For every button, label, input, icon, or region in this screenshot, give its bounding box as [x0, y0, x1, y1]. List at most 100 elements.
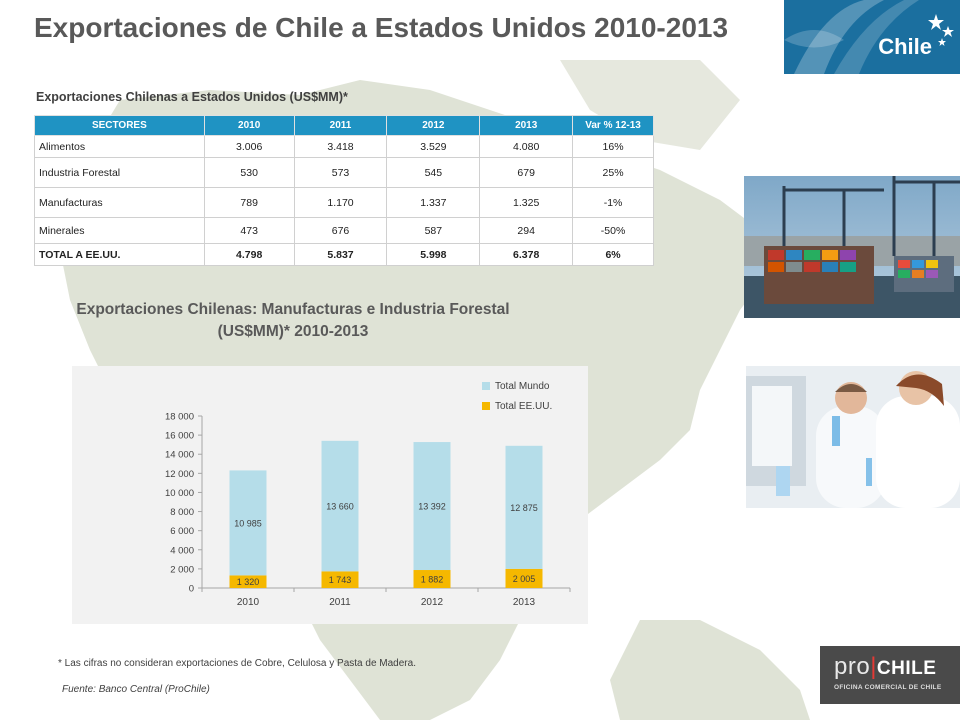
data-label-mundo: 12 875 [510, 503, 538, 513]
header-sectores: SECTORES [34, 115, 205, 136]
prochile-logo: pro|CHILE OFICINA COMERCIAL DE CHILE [820, 646, 960, 704]
bar-total-eeuu [413, 570, 451, 588]
footnote: * Las cifras no consideran exportaciones… [58, 658, 416, 669]
header-var: Var % 12-13 [572, 115, 654, 136]
prochile-logo-wordmark: pro|CHILE [834, 654, 936, 682]
x-tick-label: 2011 [329, 597, 351, 608]
table-row: Minerales 473 676 587 294 -50% [34, 217, 654, 244]
y-tick-label: 4 000 [170, 545, 194, 556]
cell-value: 5.998 [386, 243, 481, 266]
cell-value: 789 [203, 187, 295, 218]
cell-variation: 6% [572, 243, 654, 266]
x-tick-label: 2010 [237, 597, 260, 608]
data-label-eeuu: 1 743 [329, 575, 352, 585]
prochile-logo-separator: | [870, 653, 877, 680]
table-header-row: SECTORES 2010 2011 2012 2013 Var % 12-13 [34, 115, 654, 136]
y-tick-label: 14 000 [165, 450, 194, 461]
cell-value: 530 [203, 157, 295, 188]
legend-swatch-mundo [482, 382, 490, 390]
bar-total-eeuu [229, 575, 267, 588]
table-row: Alimentos 3.006 3.418 3.529 4.080 16% [34, 135, 654, 158]
y-tick-label: 12 000 [165, 469, 194, 480]
y-tick-label: 18 000 [165, 412, 194, 423]
chart-title-line1: Exportaciones Chilenas: Manufacturas e I… [76, 301, 510, 318]
table-row: Industria Forestal 530 573 545 679 25% [34, 157, 654, 188]
x-tick-label: 2013 [513, 597, 536, 608]
legend-label: Total EE.UU. [495, 400, 553, 412]
data-label-eeuu: 2 005 [513, 574, 536, 584]
cell-sector: Minerales [34, 217, 205, 244]
stacked-bar-chart: 0 2 000 4 000 6 000 8 000 10 000 12 000 14 000 1… [72, 366, 588, 624]
cell-sector: Industria Forestal [34, 157, 205, 188]
header-2012: 2012 [386, 115, 481, 136]
table-title: Exportaciones Chilenas a Estados Unidos … [36, 90, 348, 104]
y-tick-label: 0 [189, 584, 194, 595]
data-label-mundo: 10 985 [234, 518, 262, 528]
page-title: Exportaciones de Chile a Estados Unidos … [34, 12, 729, 43]
cell-value: 6.378 [479, 243, 574, 266]
cell-variation: -1% [572, 187, 654, 218]
cell-variation: 16% [572, 135, 654, 158]
cell-value: 473 [203, 217, 295, 244]
cell-value: 4.080 [479, 135, 574, 158]
header-2011: 2011 [293, 115, 388, 136]
prochile-logo-subtitle: OFICINA COMERCIAL DE CHILE [834, 684, 942, 691]
cell-sector: Alimentos [34, 135, 205, 158]
cell-value: 4.798 [203, 243, 295, 266]
cell-value: 1.325 [479, 187, 574, 218]
cell-value: 545 [386, 157, 481, 188]
cell-value: 676 [293, 217, 388, 244]
prochile-logo-chile: CHILE [876, 658, 937, 679]
chile-brand-logo: Chile [784, 0, 960, 74]
cell-value: 3.006 [203, 135, 295, 158]
chart-title-line2: (US$MM)* 2010-2013 [217, 323, 369, 340]
chart-legend: Total Mundo Total EE.UU. [482, 376, 552, 416]
bar-total-mundo [413, 442, 451, 571]
legend-item-total-eeuu: Total EE.UU. [482, 396, 552, 416]
bar-total-eeuu [505, 568, 543, 588]
cell-value: 1.337 [386, 187, 481, 218]
legend-item-total-mundo: Total Mundo [482, 376, 552, 396]
port-containers-photo [744, 176, 960, 318]
exports-table: SECTORES 2010 2011 2012 2013 Var % 12-13… [34, 115, 654, 266]
cell-value: 3.529 [386, 135, 481, 158]
greenland-shape [560, 60, 740, 150]
x-tick-label: 2012 [421, 597, 444, 608]
y-tick-label: 6 000 [170, 526, 194, 537]
chart-plot-area: 0 2 000 4 000 6 000 8 000 10 000 12 000 14 000 1… [165, 412, 571, 608]
cell-sector: TOTAL A EE.UU. [34, 243, 205, 266]
cell-value: 294 [479, 217, 574, 244]
data-label-mundo: 13 660 [326, 502, 354, 512]
legend-label: Total Mundo [495, 380, 550, 392]
cell-value: 587 [386, 217, 481, 244]
prochile-logo-pro: pro [834, 653, 871, 680]
table-row: Manufacturas 789 1.170 1.337 1.325 -1% [34, 187, 654, 218]
cell-value: 5.837 [293, 243, 388, 266]
cell-value: 1.170 [293, 187, 388, 218]
bar-total-mundo [505, 445, 543, 569]
cell-value: 3.418 [293, 135, 388, 158]
chile-logo-swoosh-icon [784, 0, 954, 74]
bar-total-eeuu [321, 571, 359, 588]
south-america-shape [610, 620, 810, 720]
y-tick-label: 8 000 [170, 507, 194, 518]
laboratory-scientists-photo [746, 366, 960, 508]
source-note: Fuente: Banco Central (ProChile) [62, 684, 210, 695]
y-tick-label: 16 000 [165, 431, 194, 442]
header-2013: 2013 [479, 115, 574, 136]
header-2010: 2010 [203, 115, 295, 136]
cell-sector: Manufacturas [34, 187, 205, 218]
cell-value: 679 [479, 157, 574, 188]
y-tick-label: 10 000 [165, 488, 194, 499]
chart-title: Exportaciones Chilenas: Manufacturas e I… [48, 299, 538, 343]
legend-swatch-eeuu [482, 402, 490, 410]
data-label-eeuu: 1 882 [421, 575, 444, 585]
bar-total-mundo [229, 470, 267, 576]
cell-value: 573 [293, 157, 388, 188]
bar-total-mundo [321, 440, 359, 572]
cell-variation: -50% [572, 217, 654, 244]
y-tick-label: 2 000 [170, 564, 194, 575]
cell-variation: 25% [572, 157, 654, 188]
data-label-mundo: 13 392 [418, 502, 446, 512]
table-total-row: TOTAL A EE.UU. 4.798 5.837 5.998 6.378 6… [34, 243, 654, 266]
